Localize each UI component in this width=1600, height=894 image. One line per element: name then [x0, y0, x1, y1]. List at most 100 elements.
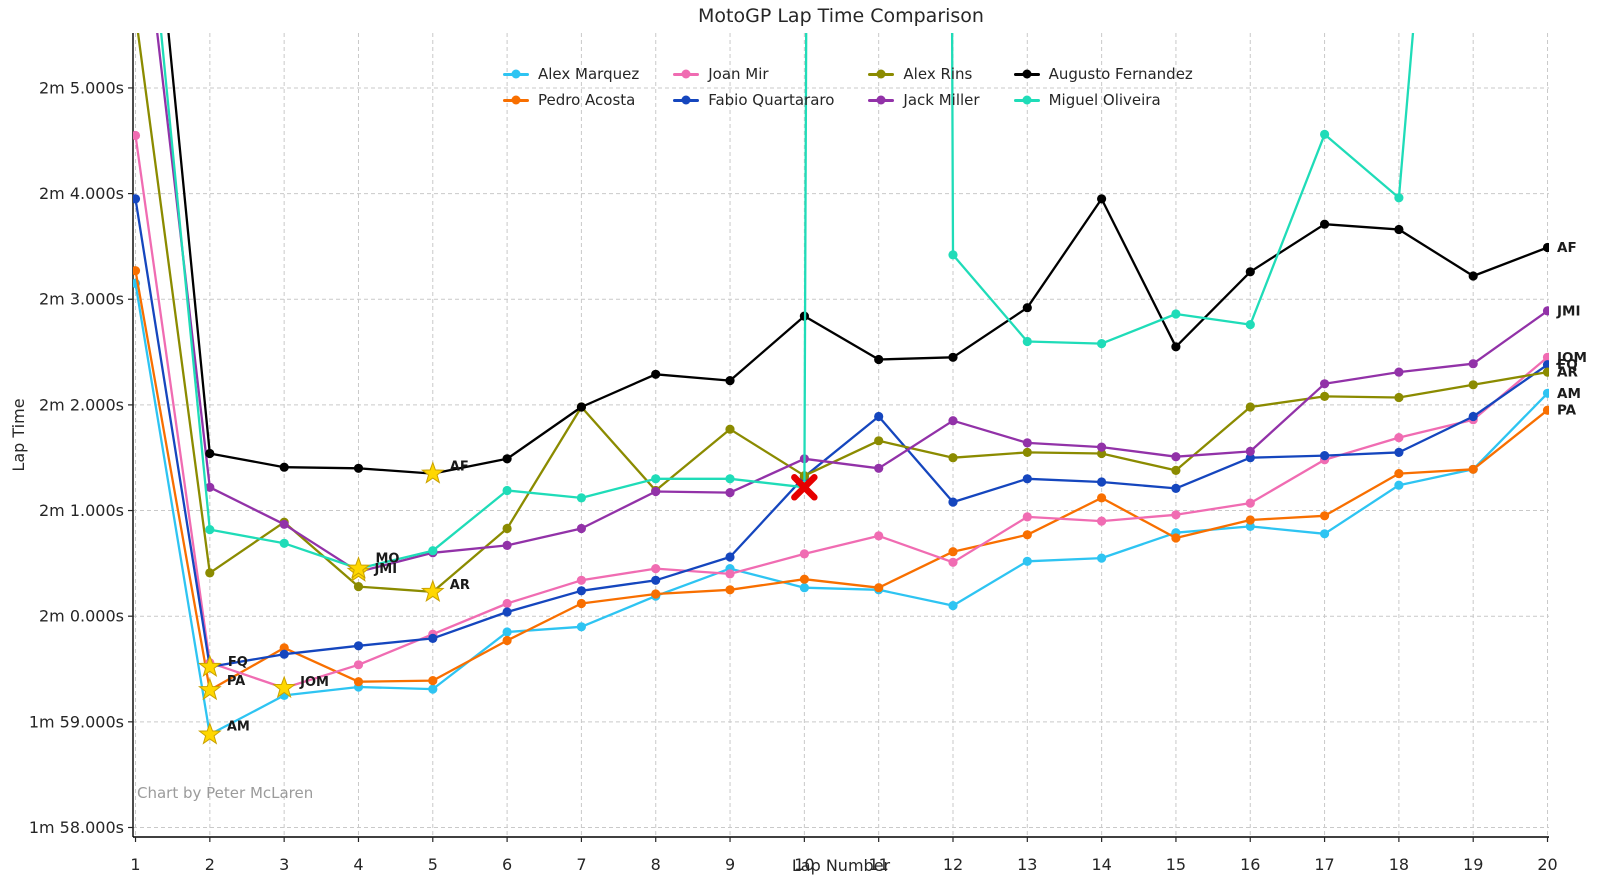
data-point [651, 369, 661, 379]
series-jom [133, 130, 1549, 693]
data-point [948, 453, 958, 463]
legend-dot-icon [876, 95, 886, 105]
legend-item-jom: Joan Mir [673, 63, 834, 85]
data-point [1022, 512, 1032, 522]
data-point [1542, 360, 1549, 370]
data-point [205, 568, 215, 578]
x-tick-label: 5 [428, 855, 438, 874]
data-point [502, 598, 512, 609]
data-point [1171, 510, 1181, 520]
data-point [279, 649, 289, 659]
y-tick-label: 2m 3.000s [39, 290, 124, 309]
data-point [651, 474, 661, 484]
data-point [1097, 493, 1107, 503]
data-point [428, 676, 438, 686]
y-tick-label: 2m 4.000s [39, 184, 124, 203]
x-tick-label: 14 [1091, 855, 1111, 874]
legend-dot-icon [1022, 69, 1032, 79]
fastest-lap-star-icon [420, 461, 445, 484]
data-point [133, 266, 141, 276]
data-point [428, 633, 438, 644]
fastest-lap-label: AM [227, 720, 250, 735]
data-point [1097, 194, 1107, 204]
data-point [279, 519, 289, 529]
y-axis-label: Lap Time [9, 398, 28, 471]
data-point [1542, 352, 1549, 362]
data-point [1542, 306, 1549, 316]
data-point [725, 488, 735, 498]
data-point [1320, 219, 1330, 229]
crash-x-stroke [791, 474, 818, 501]
fastest-lap-label: JMI [373, 562, 397, 577]
data-point [502, 627, 512, 637]
fastest-lap-label: JOM [299, 675, 329, 690]
data-point [1245, 521, 1255, 532]
fastest-lap-label: AF [450, 460, 469, 475]
data-point [651, 486, 661, 497]
data-point [874, 436, 884, 446]
legend-label: Miguel Oliveira [1048, 91, 1161, 109]
data-point [874, 531, 884, 541]
x-tick-label: 2 [205, 855, 215, 874]
data-point [1542, 405, 1549, 415]
x-tick-label: 15 [1166, 855, 1186, 874]
legend-marker-icon [673, 95, 700, 105]
data-point [1468, 411, 1478, 422]
legend-label: Pedro Acosta [538, 91, 636, 109]
data-point [948, 250, 958, 260]
data-point [948, 497, 958, 507]
data-point [205, 448, 215, 459]
series-line [136, 33, 1548, 594]
legend: Alex Marquez Pedro Acosta Joan Mir Fabio Qu… [503, 63, 1193, 111]
data-point [1245, 446, 1255, 456]
data-point [725, 552, 735, 562]
data-point [1171, 452, 1181, 462]
data-point [1394, 193, 1404, 203]
data-point [1171, 533, 1181, 543]
x-tick-label: 8 [651, 855, 661, 874]
data-point [651, 564, 661, 574]
series-line [167, 33, 1548, 475]
data-point [1542, 242, 1549, 253]
data-point [874, 583, 884, 593]
x-tick-label: 17 [1314, 855, 1334, 874]
data-point [948, 416, 958, 426]
series-end-label: AR [1557, 365, 1578, 381]
data-point [1245, 515, 1255, 525]
x-tick-label: 11 [868, 855, 888, 874]
x-tick-label: 3 [279, 855, 289, 874]
x-tick-label: 4 [353, 855, 363, 874]
data-point [1097, 442, 1107, 452]
data-point [1394, 469, 1404, 479]
data-point [651, 589, 661, 599]
series-line [134, 198, 1549, 669]
series-line [156, 33, 1549, 573]
legend-label: Augusto Fernandez [1048, 65, 1193, 83]
legend-item-af: Augusto Fernandez [1013, 63, 1193, 85]
series-end-label: PA [1557, 403, 1577, 419]
data-point [1394, 433, 1404, 443]
x-tick-label: 10 [794, 855, 814, 874]
data-point [1394, 367, 1404, 377]
series-af [167, 33, 1549, 479]
grid-lines [133, 33, 1549, 837]
data-point [502, 485, 512, 496]
data-point [1468, 380, 1478, 390]
data-point [1022, 556, 1032, 566]
data-point [576, 523, 587, 534]
data-point [1097, 477, 1107, 487]
data-point [1320, 529, 1330, 539]
data-point [502, 523, 512, 534]
data-point [1171, 342, 1181, 352]
legend-dot-icon [511, 69, 521, 79]
data-point [576, 586, 587, 596]
data-point [353, 463, 364, 473]
data-point [502, 540, 512, 551]
legend-item-pa: Pedro Acosta [503, 89, 639, 111]
legend-label: Jack Miller [903, 91, 980, 109]
data-point [651, 575, 661, 585]
